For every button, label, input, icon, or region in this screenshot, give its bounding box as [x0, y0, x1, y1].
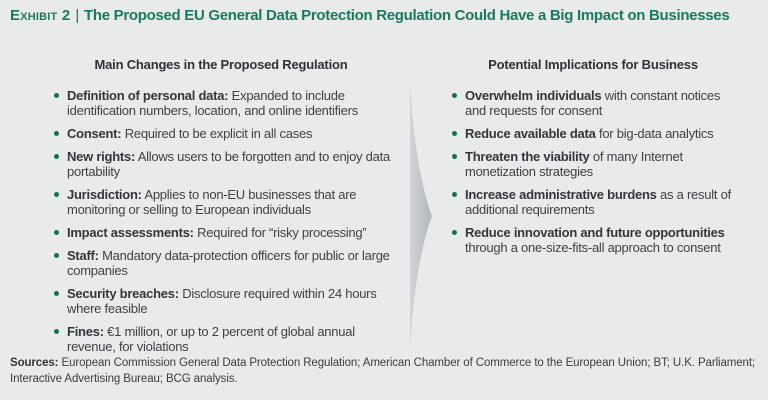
item-lead: Fines: — [67, 324, 104, 339]
item-text: Applies to non-EU businesses that are mo… — [67, 187, 357, 217]
item-lead: Staff: — [67, 248, 99, 263]
flow-arrow-icon — [410, 83, 432, 349]
list-item: New rights: Allows users to be forgotten… — [54, 149, 396, 179]
list-item: Staff: Mandatory data-protection officer… — [54, 248, 396, 278]
list-item: Security breaches: Disclosure required w… — [54, 286, 396, 316]
list-item: Definition of personal data: Expanded to… — [54, 88, 396, 118]
item-lead: Definition of personal data: — [67, 88, 229, 103]
list-item: Increase administrative burdens as a res… — [452, 187, 742, 217]
item-lead: Reduce innovation and future opportuniti… — [465, 225, 725, 240]
item-text: as a result of additional requirements — [465, 187, 731, 217]
right-column-header: Potential Implications for Business — [488, 57, 698, 72]
bullet-icon — [54, 230, 59, 235]
item-lead: Reduce available data — [465, 126, 596, 141]
bullet-icon — [452, 230, 457, 235]
item-lead: Security breaches: — [67, 286, 179, 301]
list-item: Impact assessments: Required for “risky … — [54, 225, 396, 240]
item-text: Required to be explicit in all cases — [121, 126, 313, 141]
item-text: Required for “risky processing” — [193, 225, 367, 240]
bullet-icon — [452, 154, 457, 159]
bullet-icon — [452, 93, 457, 98]
exhibit-number: Exhibit 2 — [10, 7, 71, 24]
bullet-icon — [54, 131, 59, 136]
right-column: Potential Implications for Business Over… — [444, 57, 742, 263]
bullet-icon — [54, 192, 59, 197]
item-lead: Consent: — [67, 126, 122, 141]
item-lead: Threaten the viability — [465, 149, 590, 164]
bullet-icon — [54, 329, 59, 334]
item-text: Expanded to include identification numbe… — [67, 88, 358, 118]
sources-label: Sources: — [10, 357, 59, 369]
list-item: Threaten the viability of many Internet … — [452, 149, 742, 179]
bullet-icon — [452, 192, 457, 197]
list-item: Overwhelm individuals with constant noti… — [452, 88, 742, 118]
title-text: The Proposed EU General Data Protection … — [83, 7, 730, 24]
title-divider: | — [75, 7, 79, 24]
list-item: Reduce innovation and future opportuniti… — [452, 225, 742, 255]
right-column-list: Overwhelm individuals with constant noti… — [444, 88, 742, 255]
list-item: Consent: Required to be explicit in all … — [54, 126, 396, 141]
sources-note: Sources: European Commission General Dat… — [10, 356, 760, 387]
left-column-header: Main Changes in the Proposed Regulation — [94, 57, 348, 72]
exhibit-title: Exhibit 2 | The Proposed EU General Data P… — [10, 5, 758, 26]
item-text: through a one-size-fits-all approach to … — [465, 240, 721, 255]
bullet-icon — [54, 93, 59, 98]
item-text: Allows users to be forgotten and to enjo… — [67, 149, 390, 179]
item-lead: Overwhelm individuals — [465, 88, 602, 103]
bullet-icon — [54, 291, 59, 296]
item-text: with constant notices and requests for c… — [465, 88, 721, 118]
item-lead: Impact assessments: — [67, 225, 194, 240]
list-item: Reduce available data for big-data analy… — [452, 126, 742, 141]
item-text: of many Internet monetization strategies — [465, 149, 683, 179]
left-column: Main Changes in the Proposed Regulation … — [46, 57, 396, 362]
item-lead: Jurisdiction: — [67, 187, 142, 202]
item-lead: New rights: — [67, 149, 136, 164]
item-text: €1 million, or up to 2 percent of global… — [67, 324, 355, 354]
bullet-icon — [54, 154, 59, 159]
bullet-icon — [452, 131, 457, 136]
list-item: Jurisdiction: Applies to non-EU business… — [54, 187, 396, 217]
item-text: Mandatory data-protection officers for p… — [67, 248, 390, 278]
item-text: Disclosure required within 24 hours wher… — [67, 286, 377, 316]
left-column-list: Definition of personal data: Expanded to… — [46, 88, 396, 354]
item-lead: Increase administrative burdens — [465, 187, 657, 202]
item-text: for big-data analytics — [595, 126, 714, 141]
sources-text: European Commission General Data Protect… — [10, 357, 756, 385]
bullet-icon — [54, 253, 59, 258]
list-item: Fines: €1 million, or up to 2 percent of… — [54, 324, 396, 354]
